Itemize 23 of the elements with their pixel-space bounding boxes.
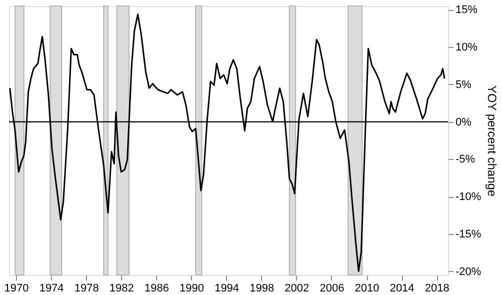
y-tick-label: 15% — [456, 4, 478, 16]
x-tick-label: 2014 — [390, 282, 414, 294]
y-tick-label: -15% — [456, 228, 482, 240]
y-tick-label: -10% — [456, 191, 482, 204]
x-tick-label: 2006 — [320, 282, 344, 294]
x-tick-label: 2010 — [354, 282, 380, 294]
y-tick-label: 0% — [456, 116, 472, 128]
x-tick-label: 1974 — [39, 282, 64, 294]
x-tick-label: 1978 — [74, 282, 99, 294]
x-tick-label: 1982 — [109, 282, 134, 294]
y-tick-label: 5% — [456, 78, 472, 91]
x-tick-label: 1986 — [144, 282, 169, 294]
x-tick-label: 2002 — [284, 282, 310, 294]
y-tick-label: -20% — [456, 266, 482, 278]
x-tick-label: 1970 — [4, 282, 29, 294]
y-tick-label: -5% — [456, 154, 476, 166]
x-tick-label: 1990 — [180, 282, 204, 294]
line-series — [9, 13, 446, 272]
x-tick-label: 1994 — [214, 282, 240, 294]
y-axis-title: YOY percent change — [485, 85, 500, 197]
y-tick-label: 10% — [456, 42, 478, 54]
x-tick-label: 1998 — [250, 282, 274, 294]
x-tick-label: 2018 — [424, 282, 450, 294]
